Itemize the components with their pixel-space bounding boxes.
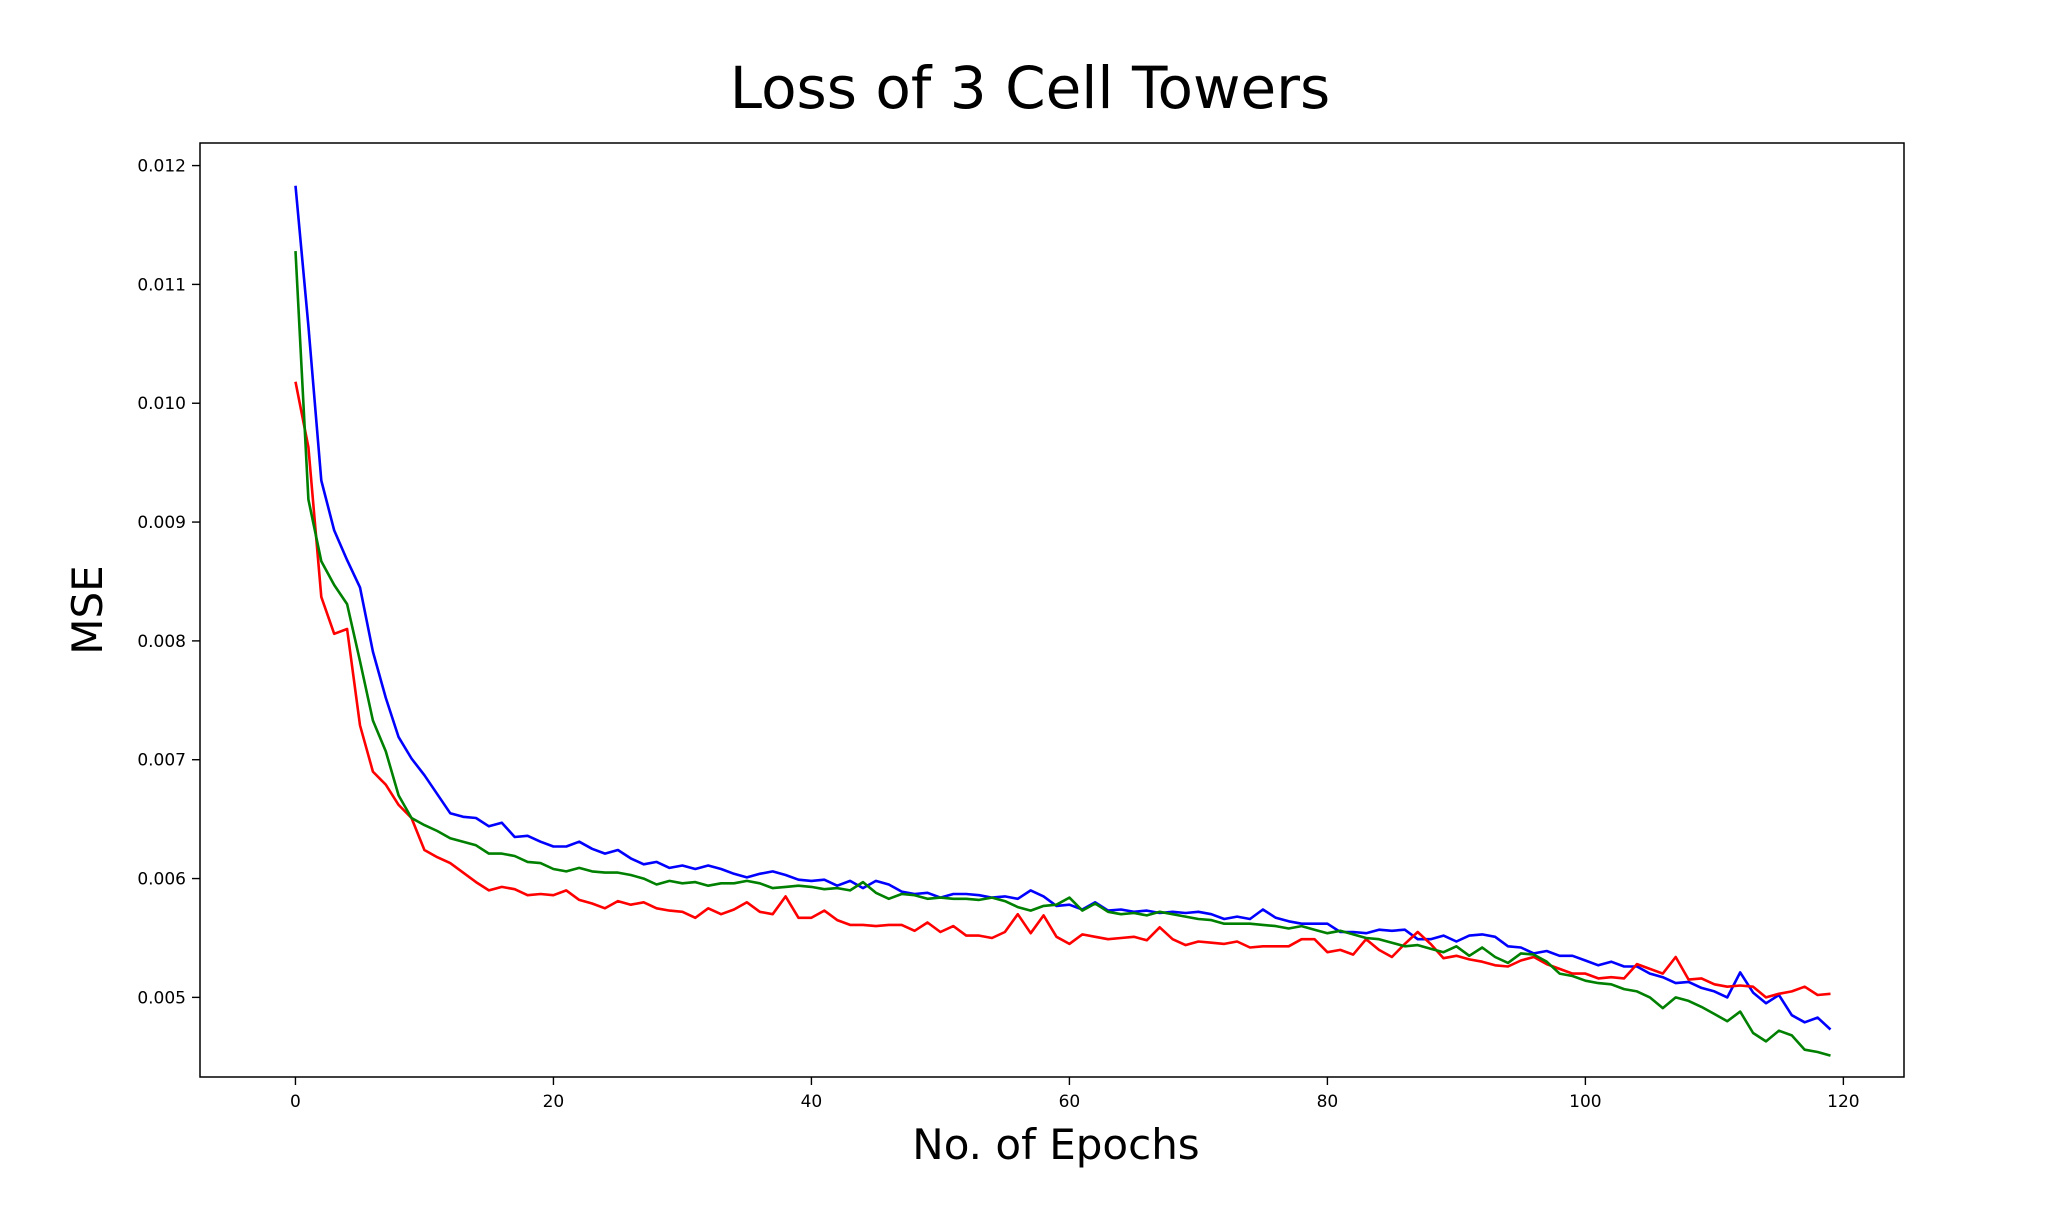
x-tick-label: 20 [543,1092,565,1112]
y-axis-label: MSE [63,565,112,654]
y-tick-label: 0.012 [137,157,186,177]
y-tick-label: 0.007 [137,751,186,771]
y-tick-label: 0.011 [137,275,186,295]
series-line-1 [294,185,1832,1031]
series-line-3 [294,251,1831,1057]
x-axis: 0 20 40 60 80 100 120 [290,1077,1860,1112]
series-line-2 [294,381,1831,999]
x-tick-label: 60 [1059,1092,1081,1112]
y-tick-label: 0.006 [137,870,186,890]
plot-lines [294,185,1832,1057]
y-tick-label: 0.010 [137,394,186,414]
y-axis: 0.005 0.006 0.007 0.008 0.009 0.010 0.011 0.012 [137,157,200,1008]
y-tick-label: 0.005 [137,988,186,1008]
x-tick-label: 40 [801,1092,823,1112]
y-tick-label: 0.009 [137,513,186,533]
x-tick-label: 120 [1827,1092,1859,1112]
x-tick-label: 0 [290,1092,301,1112]
chart-title: Loss of 3 Cell Towers [730,54,1330,122]
x-axis-label: No. of Epochs [912,1120,1199,1169]
y-tick-label: 0.008 [137,632,186,652]
plot-frame [199,142,1905,1078]
x-tick-label: 100 [1569,1092,1601,1112]
x-tick-label: 80 [1317,1092,1339,1112]
